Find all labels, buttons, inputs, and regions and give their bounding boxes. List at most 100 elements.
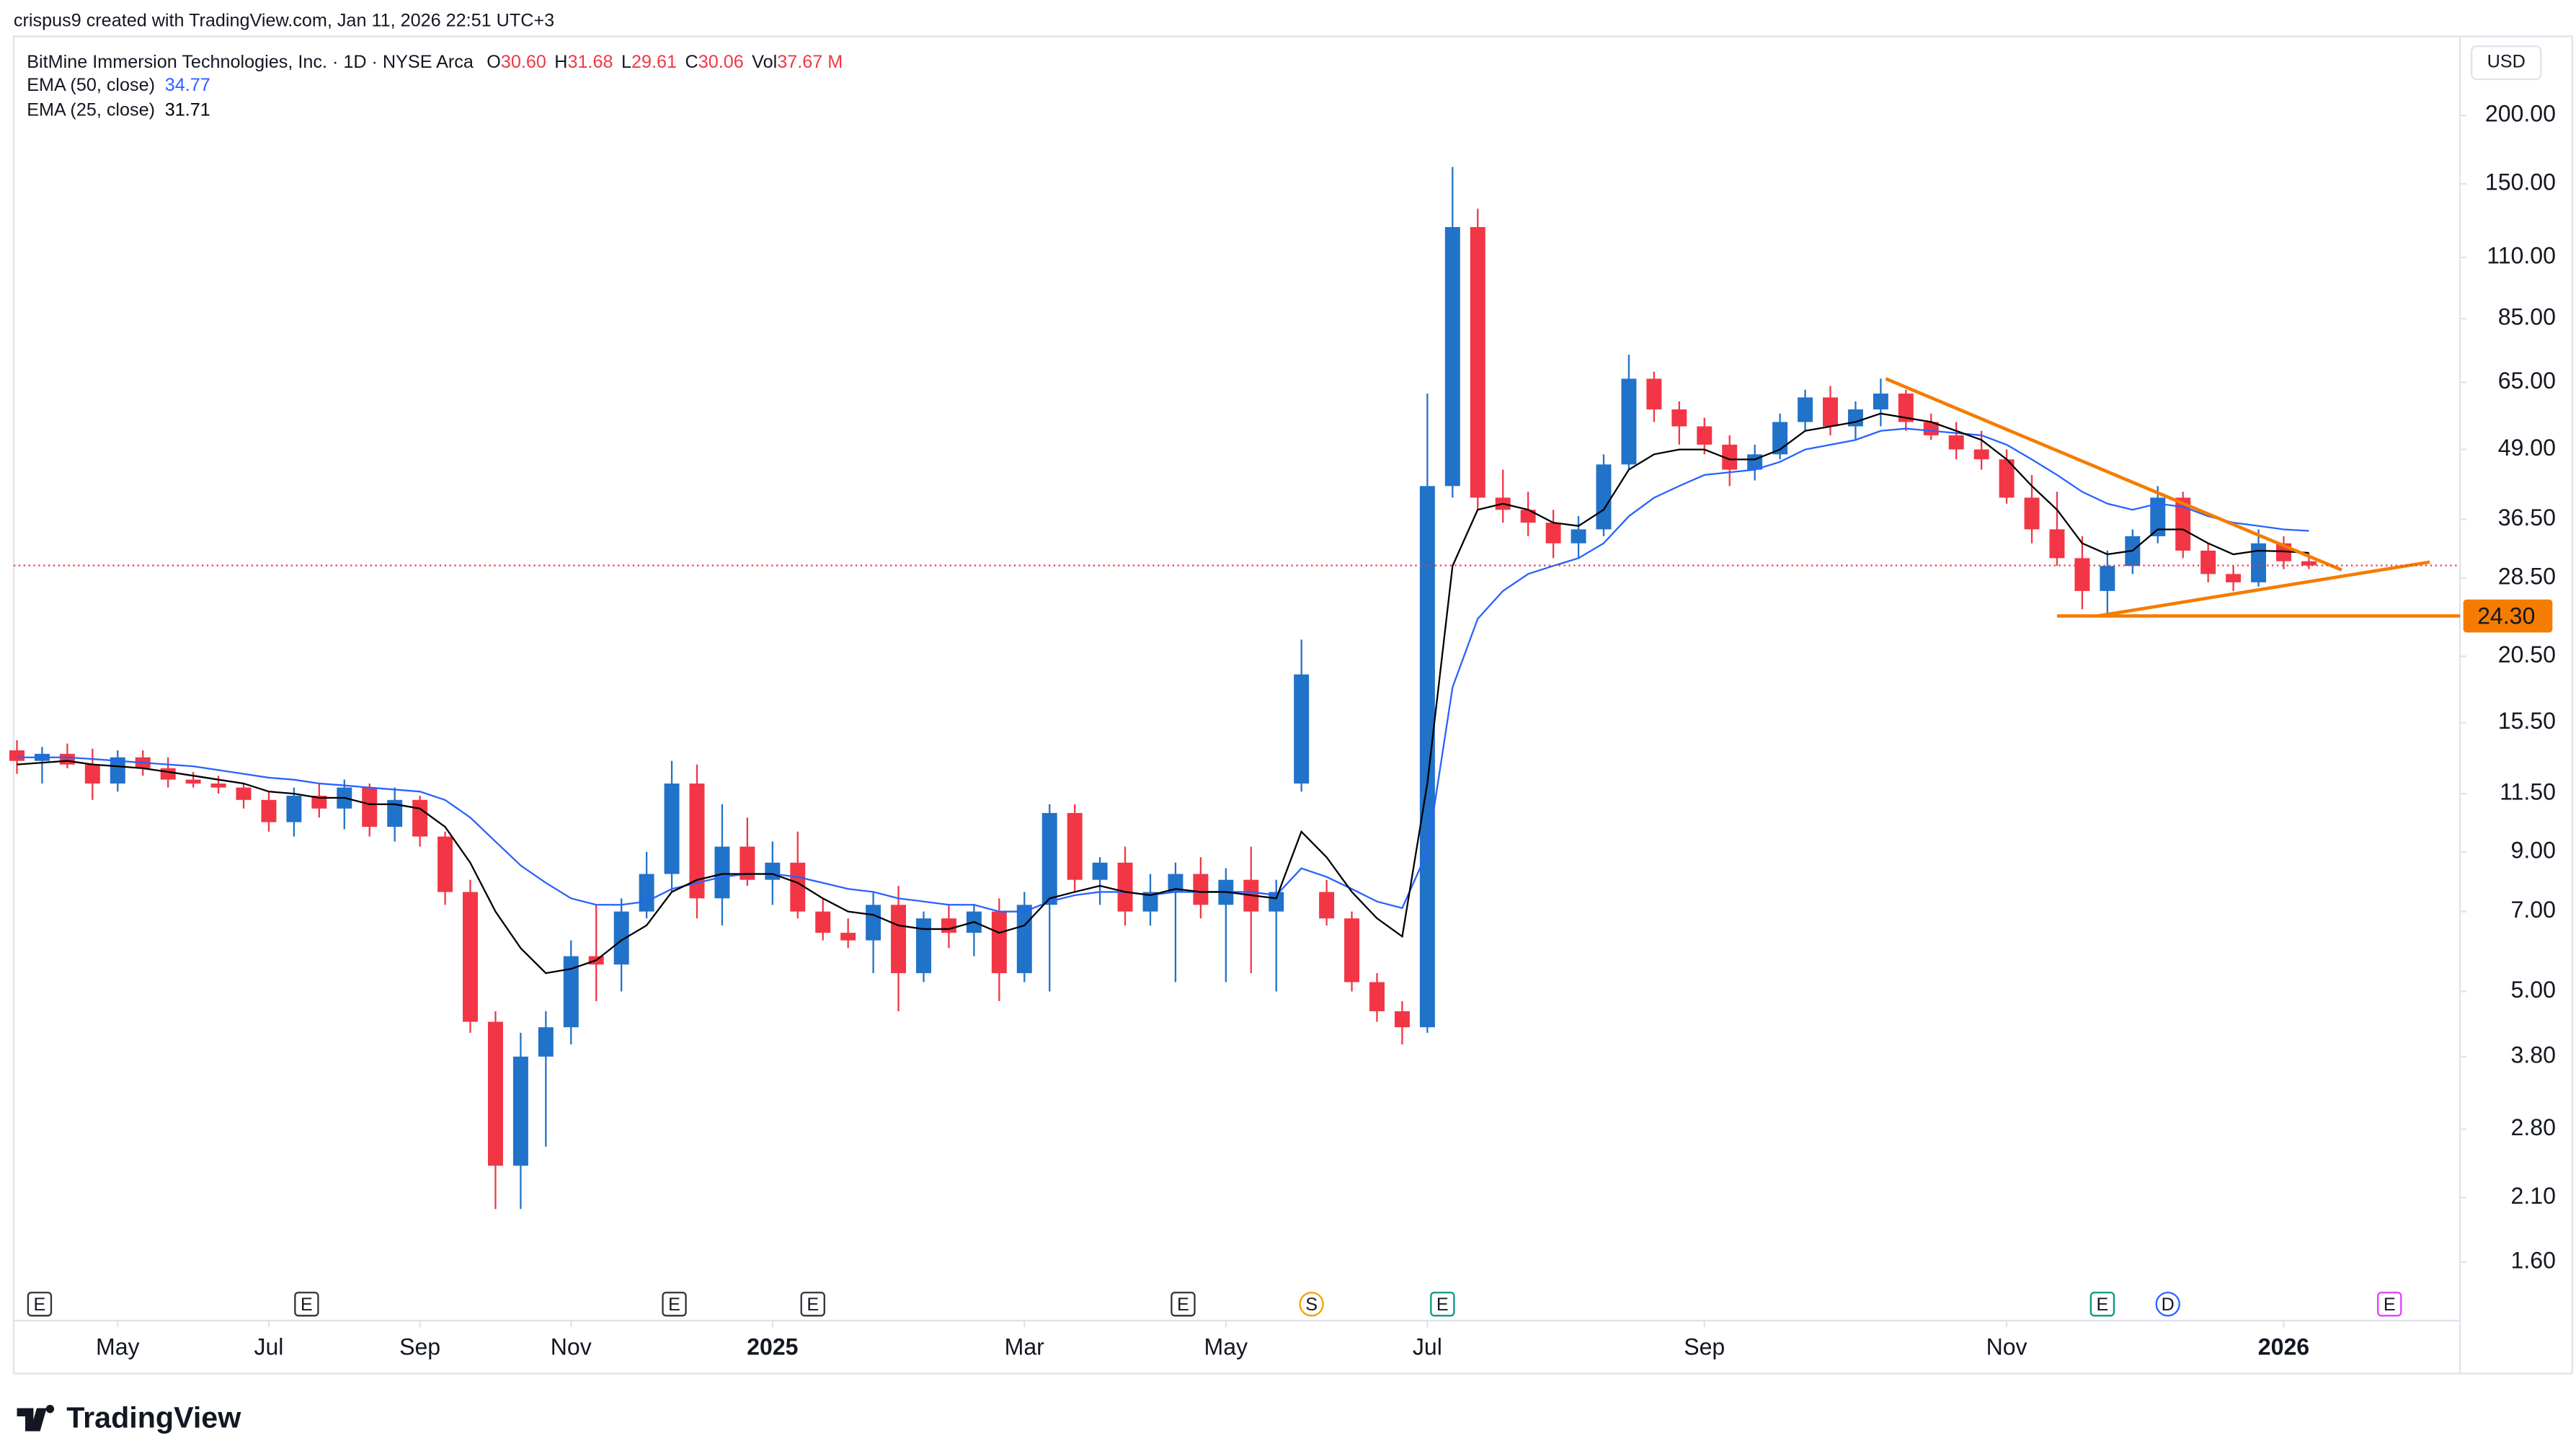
ohlc-label: Vol: [752, 52, 777, 72]
event-badge: [2155, 1292, 2180, 1317]
price-axis: 200.00 150.00 110.00 85.00 65.00 49.00 36.50 28…: [2460, 101, 2556, 1273]
ema-line: [17, 427, 2309, 913]
y-tick-label: 150.00: [2485, 169, 2556, 195]
y-tick-label: 36.50: [2498, 505, 2556, 531]
indicator-value: 34.77: [165, 75, 210, 95]
event-marker[interactable]: E: [1430, 1292, 1455, 1317]
event-marker[interactable]: E: [1171, 1292, 1196, 1317]
candle-body: [1520, 510, 1536, 523]
candle-body: [261, 799, 277, 822]
x-tick-label: Nov: [1986, 1334, 2028, 1360]
candle-body: [740, 846, 755, 880]
candle-body: [84, 764, 100, 784]
candle-body: [1193, 874, 1209, 905]
event-badge: [1430, 1292, 1455, 1317]
event-label: E: [1436, 1295, 1449, 1315]
candle-body: [236, 787, 252, 800]
candle-body: [1294, 674, 1310, 784]
candle-body: [2049, 529, 2065, 559]
currency[interactable]: USD: [2487, 52, 2526, 72]
event-badge: [1299, 1292, 1324, 1317]
candle-body: [2301, 561, 2317, 566]
y-tick-label: 7.00: [2511, 897, 2556, 923]
y-tick-label: 28.50: [2498, 564, 2556, 590]
candle-body: [840, 933, 856, 941]
event-marker[interactable]: E: [662, 1292, 687, 1317]
candle-body: [1419, 486, 1435, 1028]
candle-body: [1948, 435, 1964, 450]
event-badge: [1171, 1292, 1196, 1317]
candle-body: [1369, 982, 1385, 1011]
ohlc-label: O: [487, 52, 501, 72]
x-tick-label: Sep: [1684, 1334, 1725, 1360]
candle-body: [362, 787, 378, 827]
candle-body: [2024, 497, 2040, 530]
event-badge: [662, 1292, 687, 1317]
event-badge: [800, 1292, 825, 1317]
x-tick-label: May: [96, 1334, 140, 1360]
candle-body: [1596, 464, 1612, 530]
ohlc: O30.60 H31.68 L29.61 C30.06 Vol37.67 M: [487, 52, 843, 72]
candle-body: [941, 918, 956, 933]
candle-body: [1092, 862, 1108, 880]
indicator-legend: EMA (25, close) 31.71: [27, 99, 210, 120]
y-tick-label: 20.50: [2498, 642, 2556, 667]
logo-text: TradingView: [66, 1401, 241, 1434]
event-marker[interactable]: E: [2089, 1292, 2115, 1317]
author-line: crispus9 created with TradingView.com, J…: [14, 10, 554, 30]
trendline: [2097, 560, 2430, 618]
event-marker[interactable]: D: [2155, 1292, 2180, 1317]
candle-body: [9, 750, 25, 761]
candle-body: [412, 799, 428, 837]
indicator-legend: EMA (50, close) 34.77: [27, 75, 210, 95]
event-badge: [294, 1292, 319, 1317]
candle-body: [1621, 378, 1637, 465]
event-label: E: [34, 1295, 46, 1315]
y-tick-label: 15.50: [2498, 708, 2556, 734]
currency-box[interactable]: [2470, 45, 2542, 81]
y-tick-label: 49.00: [2498, 435, 2556, 461]
candle-body: [185, 779, 201, 784]
x-tick-label: 2026: [2258, 1334, 2309, 1360]
candle-body: [1168, 874, 1183, 892]
event-label: E: [668, 1295, 680, 1315]
candle-body: [1847, 409, 1863, 427]
event-marker[interactable]: E: [800, 1292, 825, 1317]
candle-body: [1142, 892, 1158, 912]
candle-body: [689, 784, 705, 899]
candle-body: [765, 862, 781, 880]
candle-body: [2175, 497, 2191, 551]
ohlc-value: 30.60: [501, 52, 546, 72]
candle-body: [790, 862, 806, 912]
event-marker[interactable]: E: [27, 1292, 53, 1317]
candle-body: [286, 795, 302, 822]
candle-body: [714, 846, 730, 899]
indicator-name: EMA (25, close): [27, 99, 155, 120]
candle-body: [2100, 566, 2115, 591]
candle-body: [1117, 862, 1133, 912]
candle-body: [1394, 1011, 1410, 1028]
y-tick-label: 11.50: [2500, 779, 2556, 805]
x-tick-label: Jul: [254, 1334, 283, 1360]
event-label: E: [2096, 1295, 2108, 1315]
event-marker[interactable]: E: [294, 1292, 319, 1317]
event-marker[interactable]: E: [2377, 1292, 2402, 1317]
candle-body: [2226, 574, 2242, 582]
candle-body: [1822, 397, 1838, 427]
candle-body: [664, 784, 680, 874]
candle-body: [311, 795, 327, 809]
logo-icon: [17, 1405, 55, 1431]
event-marker[interactable]: S: [1299, 1292, 1324, 1317]
candle-body: [1444, 227, 1460, 487]
indicator-name: EMA (50, close): [27, 75, 155, 95]
candle-body: [387, 799, 403, 827]
candle-body: [1999, 459, 2015, 498]
event-label: E: [1177, 1295, 1189, 1315]
candle-body: [1344, 918, 1360, 982]
candle-body: [1671, 409, 1687, 427]
candle-body: [639, 874, 654, 912]
